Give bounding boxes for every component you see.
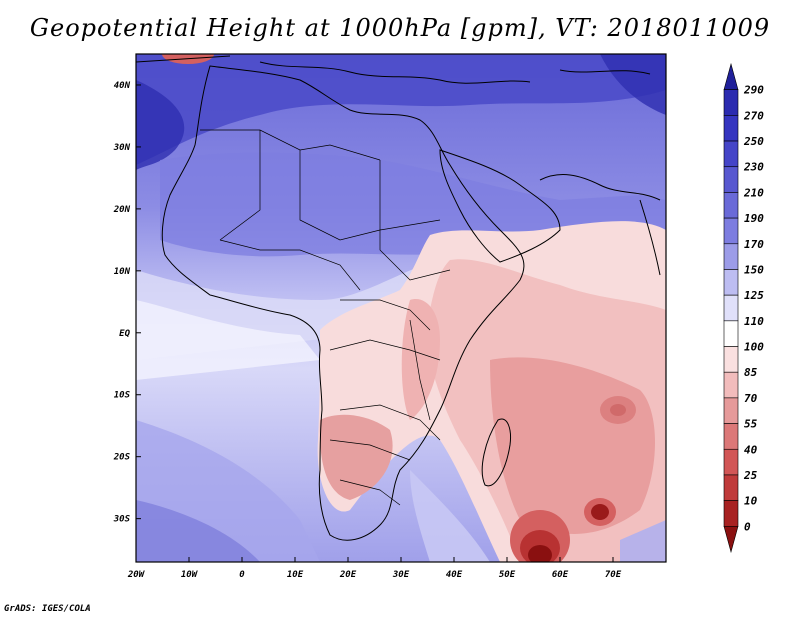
colorbar-swatch bbox=[723, 166, 739, 193]
colorbar-swatch bbox=[723, 526, 739, 554]
colorbar-swatch bbox=[723, 448, 739, 476]
colorbar-level-label: 290 bbox=[743, 84, 764, 97]
lat-tick-label: 40N bbox=[114, 81, 131, 91]
colorbar-level-label: 0 bbox=[744, 520, 751, 533]
lat-tick-label: 10N bbox=[114, 267, 131, 277]
colorbar-swatch bbox=[723, 269, 739, 296]
lat-tick-label: EQ bbox=[119, 329, 130, 339]
colorbar-level-label: 70 bbox=[744, 392, 758, 405]
colorbar-level-label: 85 bbox=[744, 366, 758, 379]
colorbar-swatch bbox=[723, 192, 739, 219]
colorbar-swatch bbox=[723, 115, 739, 142]
height-field bbox=[136, 54, 666, 562]
lat-tick-label: 30S bbox=[113, 515, 131, 525]
lat-tick-label: 30N bbox=[113, 143, 131, 153]
africa-coastline bbox=[161, 65, 525, 541]
colorbar: 2902702502302101901701501251101008570554… bbox=[723, 62, 764, 554]
colorbar-level-label: 55 bbox=[744, 418, 758, 431]
colorbar-level-label: 250 bbox=[743, 135, 764, 148]
colorbar-swatch bbox=[723, 89, 739, 116]
coastlines bbox=[136, 55, 661, 541]
colorbar-swatch bbox=[723, 140, 739, 168]
lon-tick-label: 10E bbox=[287, 570, 304, 580]
colorbar-swatch bbox=[723, 346, 739, 373]
colorbar-swatch bbox=[723, 62, 739, 90]
colorbar-swatch bbox=[723, 423, 739, 450]
europe-coast bbox=[136, 55, 651, 84]
lon-tick-label: 40E bbox=[446, 570, 463, 580]
lon-tick-label: 30E bbox=[392, 570, 410, 580]
colorbar-level-label: 210 bbox=[743, 186, 764, 199]
arabian-peninsula bbox=[439, 149, 561, 263]
lat-tick-label: 10S bbox=[114, 391, 131, 401]
colorbar-swatch bbox=[723, 217, 739, 245]
colorbar-swatch bbox=[723, 243, 739, 270]
colorbar-level-label: 170 bbox=[744, 238, 764, 251]
colorbar-level-label: 40 bbox=[744, 443, 758, 456]
madagascar bbox=[481, 418, 511, 487]
india-coast bbox=[639, 199, 661, 276]
colorbar-level-label: 100 bbox=[744, 341, 764, 354]
lat-tick-label: 20S bbox=[113, 453, 131, 463]
lon-tick-label: 10W bbox=[181, 570, 199, 580]
lon-tick-label: 60E bbox=[552, 570, 569, 580]
colorbar-level-label: 150 bbox=[744, 263, 764, 276]
colorbar-swatch bbox=[723, 500, 739, 527]
lon-tick-label: 20E bbox=[339, 570, 357, 580]
colorbar-level-label: 190 bbox=[744, 212, 764, 225]
colorbar-level-label: 10 bbox=[744, 495, 758, 508]
lon-tick-label: 20W bbox=[127, 570, 146, 580]
lat-tick-label: 20N bbox=[113, 205, 131, 215]
map-title: Geopotential Height at 1000hPa [gpm], VT… bbox=[29, 14, 771, 42]
colorbar-level-label: 230 bbox=[743, 161, 764, 174]
colorbar-swatch bbox=[723, 474, 739, 501]
colorbar-level-label: 110 bbox=[744, 315, 764, 328]
colorbar-swatch bbox=[723, 371, 739, 399]
lon-tick-label: 0 bbox=[239, 570, 245, 580]
colorbar-swatch bbox=[723, 320, 739, 347]
colorbar-level-label: 270 bbox=[743, 109, 764, 122]
colorbar-swatch bbox=[723, 294, 739, 322]
lon-tick-label: 70E bbox=[605, 570, 622, 580]
colorbar-level-label: 125 bbox=[744, 289, 764, 302]
colorbar-level-label: 25 bbox=[743, 469, 758, 482]
persian-gulf-coast bbox=[539, 174, 661, 201]
lon-tick-label: 50E bbox=[499, 570, 516, 580]
country-borders bbox=[200, 129, 451, 506]
grads-footer: GrADS: IGES/COLA bbox=[4, 604, 91, 614]
colorbar-swatch bbox=[723, 397, 739, 424]
